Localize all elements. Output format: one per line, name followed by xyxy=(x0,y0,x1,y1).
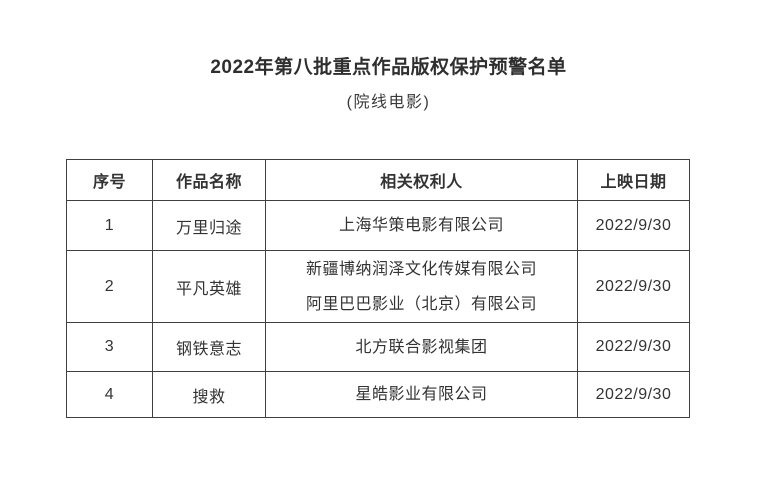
header-cell-release-date: 上映日期 xyxy=(577,159,690,201)
cell-serial-number: 2 xyxy=(66,250,153,323)
cell-release-date: 2022/9/30 xyxy=(577,322,690,372)
header-cell-work-title: 作品名称 xyxy=(152,159,266,201)
table-header-row: 序号 作品名称 相关权利人 上映日期 xyxy=(66,159,690,201)
cell-work-title: 万里归途 xyxy=(152,200,266,251)
cell-release-date: 2022/9/30 xyxy=(577,250,690,323)
copyright-warning-table: 序号 作品名称 相关权利人 上映日期 1 万里归途 上海华策电影有限公司 202… xyxy=(66,159,690,418)
rights-holder-line: 新疆博纳润泽文化传媒有限公司 xyxy=(305,260,537,278)
cell-release-date: 2022/9/30 xyxy=(577,371,690,418)
rights-holder-line: 阿里巴巴影业（北京）有限公司 xyxy=(305,295,537,313)
cell-serial-number: 3 xyxy=(66,322,153,372)
rights-holder-line: 北方联合影视集团 xyxy=(355,338,488,356)
table-row: 1 万里归途 上海华策电影有限公司 2022/9/30 xyxy=(66,200,690,251)
cell-release-date: 2022/9/30 xyxy=(577,200,690,251)
page-title: 2022年第八批重点作品版权保护预警名单 xyxy=(210,57,567,78)
table-row: 2 平凡英雄 新疆博纳润泽文化传媒有限公司 阿里巴巴影业（北京）有限公司 202… xyxy=(66,250,690,323)
header-cell-rights-holder: 相关权利人 xyxy=(265,159,578,201)
cell-serial-number: 1 xyxy=(66,200,153,251)
table-row: 4 搜救 星皓影业有限公司 2022/9/30 xyxy=(66,371,690,418)
cell-work-title: 搜救 xyxy=(152,371,266,418)
header-cell-serial-number: 序号 xyxy=(66,159,153,201)
cell-serial-number: 4 xyxy=(66,371,153,418)
page-subtitle: (院线电影) xyxy=(346,94,431,111)
rights-holder-line: 上海华策电影有限公司 xyxy=(338,217,504,234)
cell-work-title: 平凡英雄 xyxy=(152,250,266,323)
cell-rights-holder: 上海华策电影有限公司 xyxy=(265,200,578,251)
table-row: 3 钢铁意志 北方联合影视集团 2022/9/30 xyxy=(66,322,690,372)
cell-work-title: 钢铁意志 xyxy=(152,322,266,372)
cell-rights-holder: 北方联合影视集团 xyxy=(265,322,578,372)
cell-rights-holder: 新疆博纳润泽文化传媒有限公司 阿里巴巴影业（北京）有限公司 xyxy=(265,250,578,323)
rights-holder-line: 星皓影业有限公司 xyxy=(355,386,488,403)
cell-rights-holder: 星皓影业有限公司 xyxy=(265,371,578,418)
